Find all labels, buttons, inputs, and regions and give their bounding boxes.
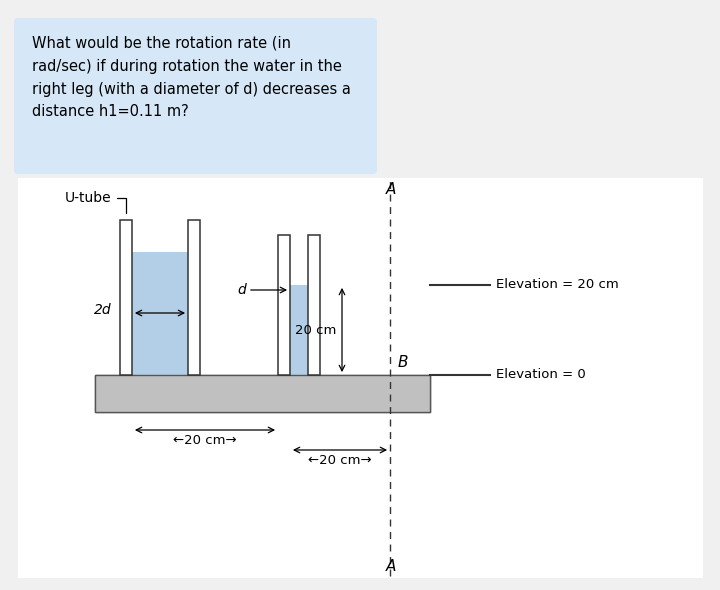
Text: A: A (386, 559, 396, 574)
Text: ←20 cm→: ←20 cm→ (308, 454, 372, 467)
Bar (308, 235, 320, 375)
Bar (132, 252, 188, 375)
FancyBboxPatch shape (14, 18, 377, 174)
Bar (95, 375, 430, 412)
Text: d: d (238, 283, 246, 297)
Bar (120, 220, 132, 375)
Text: Elevation = 0: Elevation = 0 (496, 369, 586, 382)
Bar (188, 220, 200, 375)
Text: U-tube: U-tube (65, 191, 126, 213)
Text: What would be the rotation rate (in
rad/sec) if during rotation the water in the: What would be the rotation rate (in rad/… (32, 36, 351, 119)
Text: Elevation = 20 cm: Elevation = 20 cm (496, 278, 618, 291)
Bar (278, 235, 290, 375)
Text: ←20 cm→: ←20 cm→ (174, 434, 237, 447)
Bar (95, 375, 430, 412)
Text: 2d: 2d (94, 303, 112, 317)
Text: B: B (398, 355, 408, 370)
Text: 20 cm: 20 cm (294, 323, 336, 336)
Bar (290, 285, 308, 375)
Bar (132, 375, 278, 377)
Text: A: A (386, 182, 396, 197)
Bar (18, 178, 703, 578)
